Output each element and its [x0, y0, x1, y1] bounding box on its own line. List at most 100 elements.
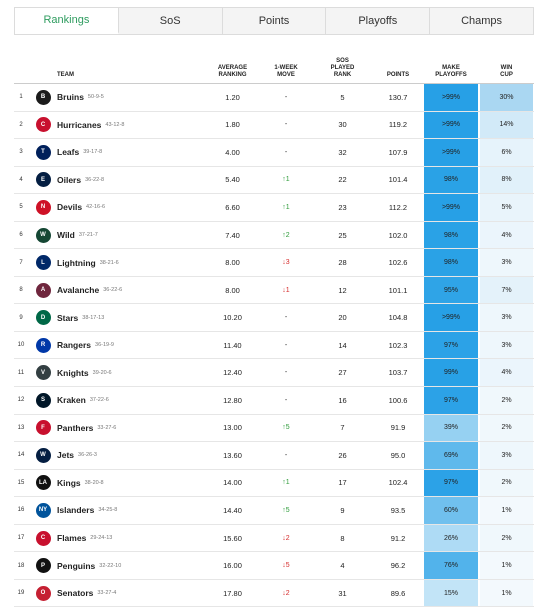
make-playoffs-cell: 97% [424, 387, 478, 414]
avg-ranking-cell: 7.40 [225, 230, 240, 240]
move-value: - [284, 121, 288, 129]
team-name[interactable]: Avalanche [57, 285, 100, 296]
make-playoffs-cell: >99% [424, 84, 478, 111]
team-logo-icon: W [35, 227, 51, 243]
move-cell: ↑ 2 [266, 222, 306, 249]
team-record: 37-21-7 [78, 232, 98, 238]
rank-cell: 18 [17, 562, 25, 569]
avg-ranking-cell: 16.00 [223, 561, 242, 571]
team-logo-cell: N [34, 194, 52, 221]
team-logo-icon: L [35, 255, 51, 271]
team-logo-icon: D [35, 310, 51, 326]
header-move: 1-WEEK MOVE [266, 65, 306, 79]
team-name[interactable]: Stars [57, 312, 79, 323]
header-playoffs: MAKE PLAYOFFS [424, 65, 478, 79]
team-logo-cell: B [34, 84, 52, 111]
team-logo-icon: A [35, 282, 51, 298]
avg-ranking-cell: 10.20 [223, 313, 242, 323]
team-cell: Islanders 34-25-8 [57, 497, 207, 524]
avg-ranking-cell: 12.80 [223, 395, 242, 405]
tab-champs[interactable]: Champs [461, 15, 503, 27]
win-cup-cell: 2% [480, 387, 533, 414]
team-record: 42-16-6 [86, 204, 106, 211]
make-playoffs-cell: 60% [424, 497, 478, 524]
avg-ranking-cell: 8.00 [225, 285, 240, 295]
team-name[interactable]: Jets [57, 450, 75, 461]
team-name[interactable]: Kraken [57, 395, 86, 406]
points-cell: 107.9 [388, 147, 408, 157]
tab-playoffs[interactable]: Playoffs [326, 8, 431, 34]
points-cell: 102.4 [388, 478, 408, 488]
win-cup-cell: 3% [480, 304, 533, 331]
team-name[interactable]: Knights [57, 367, 89, 378]
team-logo-icon: C [35, 117, 51, 133]
tab-points[interactable]: Points [223, 8, 327, 34]
team-record: 37-22-6 [89, 397, 109, 404]
team-cell: Oilers 36-22-8 [57, 167, 207, 194]
team-name[interactable]: Hurricanes [57, 119, 102, 130]
move-value: - [284, 314, 288, 322]
team-name[interactable]: Senators [57, 588, 94, 599]
team-record: 39-20-6 [92, 369, 112, 376]
team-record: 43-12-8 [105, 121, 125, 128]
move-arrow-icon: ↓ [282, 259, 286, 267]
team-record: 29-24-13 [90, 535, 113, 542]
team-name[interactable]: Devils [57, 202, 83, 213]
team-name[interactable]: Kings [57, 477, 81, 488]
tab-sos[interactable]: SoS [119, 8, 223, 34]
win-cup-cell: 3% [480, 249, 533, 276]
team-record: 36-22-8 [85, 176, 105, 183]
move-value: - [284, 396, 288, 404]
win-cup-cell: 1% [480, 579, 533, 607]
table-row: 2 C Hurricanes 43-12-8 1.80 - 30 119.2 >99% 14% [14, 111, 534, 140]
team-name[interactable]: Penguins [57, 560, 96, 571]
table-body: 1 B Bruins 50-9-5 1.20-5 130.7 >99% 30% 2 C Hurric… [14, 84, 534, 608]
points-cell: 89.6 [390, 588, 406, 598]
header-playoffs-line2: PLAYOFFS [435, 72, 467, 78]
team-logo-icon: B [35, 89, 51, 105]
table-row: 7 L Lightning 38-21-6 8.00 ↓ 3 28 102.6 98% 3% [14, 249, 534, 277]
rank-cell: 14 [17, 452, 25, 459]
tab-rankings[interactable]: Rankings [15, 8, 119, 34]
avg-ranking-cell: 14.40 [223, 505, 242, 515]
avg-ranking-cell: 11.40 [223, 340, 242, 350]
team-name[interactable]: Flames [57, 533, 87, 544]
team-name[interactable]: Leafs [57, 147, 80, 158]
move-cell: - [266, 139, 306, 166]
team-name[interactable]: Rangers [57, 340, 92, 351]
team-name[interactable]: Islanders [57, 505, 95, 516]
team-name[interactable]: Lightning [57, 257, 96, 268]
move-value: 2 [285, 231, 290, 239]
move-cell: ↑ 5 [266, 415, 306, 442]
move-cell: ↑ 1 [266, 470, 306, 497]
points-cell: 104.8 [388, 313, 408, 323]
team-record: 34-25-8 [98, 507, 118, 514]
avg-ranking-cell: 4.00 [225, 147, 240, 157]
table-row: 16 NY Islanders 34-25-8 14.40 ↑ 5 9 93.5 60% 1% [14, 497, 534, 525]
move-cell: ↓ 1 [266, 277, 306, 304]
move-arrow-icon: ↓ [282, 562, 286, 570]
team-cell: Leafs 39-17-8 [57, 139, 207, 166]
win-cup-cell: 3% [480, 331, 533, 359]
avg-ranking-cell: 1.20 [225, 92, 240, 102]
team-logo-cell: C [34, 112, 52, 139]
team-record: 36-22-6 [103, 287, 123, 294]
move-value: 5 [285, 424, 290, 432]
team-name[interactable]: Oilers [57, 174, 82, 185]
team-name[interactable]: Wild [57, 230, 75, 240]
rank-cell: 9 [19, 314, 23, 321]
win-cup-cell: 2% [480, 524, 533, 552]
table-row: 9 D Stars 38-17-13 10.20 - 20 104.8 >99% 3% [14, 304, 534, 332]
rank-cell: 1 [19, 94, 23, 101]
table-row: 3 T Leafs 39-17-8 4.00 - 32 107.9 >99% 6% [14, 139, 534, 167]
team-name[interactable]: Bruins [57, 92, 84, 103]
header-move-line2: MOVE [277, 72, 295, 78]
team-name[interactable]: Panthers [57, 422, 94, 433]
avg-ranking-cell: 1.80 [225, 120, 240, 130]
win-cup-cell: 2% [480, 414, 533, 442]
team-cell: Bruins 50-9-5 [57, 84, 207, 111]
move-value: - [284, 369, 288, 377]
move-value: - [284, 93, 288, 101]
table-row: 13 F Panthers 33-27-6 13.00 ↑ 5 7 91.9 39% 2% [14, 414, 534, 443]
header-sos-line1: SOS [336, 58, 349, 64]
